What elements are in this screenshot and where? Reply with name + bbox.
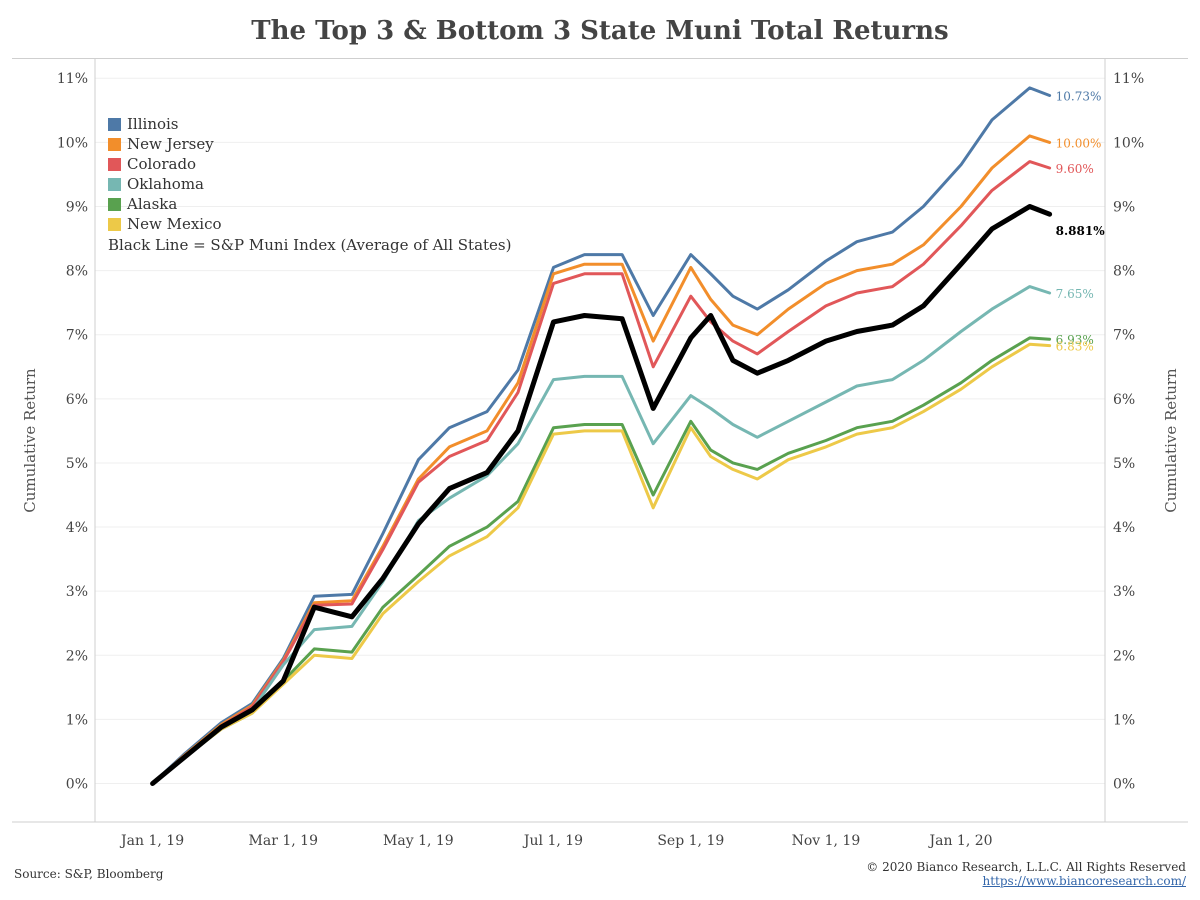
y-tick-label-right: 0% <box>1113 777 1135 793</box>
y-tick-label-right: 2% <box>1113 648 1135 664</box>
legend-note: Black Line = S&P Muni Index (Average of … <box>108 236 512 254</box>
chart-title: The Top 3 & Bottom 3 State Muni Total Re… <box>251 16 949 46</box>
y-tick-label-right: 6% <box>1113 392 1135 408</box>
y-tick-label-right: 1% <box>1113 712 1135 728</box>
y-tick-label-left: 1% <box>66 712 88 728</box>
y-tick-label-right: 8% <box>1113 264 1135 280</box>
y-tick-label-left: 11% <box>57 71 88 87</box>
legend-label: Oklahoma <box>127 175 204 193</box>
legend-item: Alaska <box>108 194 511 214</box>
series-end-label: 10.73% <box>1056 90 1102 104</box>
legend-swatch <box>108 177 121 191</box>
x-tick-label: Jan 1, 20 <box>927 833 992 849</box>
legend-item: Colorado <box>108 154 511 174</box>
end-label-layer: 10.73% 10.00% 9.60% 7.65% 6.93%6.83% 8.881% <box>1056 90 1106 354</box>
y-axis-title-left: Cumulative Return <box>21 368 39 513</box>
legend-swatch <box>108 117 121 131</box>
y-tick-label-left: 2% <box>66 648 88 664</box>
y-tick-label-right: 10% <box>1113 135 1144 151</box>
series-end-label: 6.83% <box>1056 340 1094 354</box>
y-tick-label-left: 5% <box>66 456 88 472</box>
legend-swatch <box>108 197 121 211</box>
series-line-illinois <box>151 86 1052 785</box>
legend-item: Illinois <box>108 114 511 134</box>
y-tick-label-right: 9% <box>1113 199 1135 215</box>
y-tick-label-left: 6% <box>66 392 88 408</box>
y-tick-label-left: 3% <box>66 584 88 600</box>
series-line-alaska <box>151 336 1052 785</box>
legend-item: New Jersey <box>108 134 511 154</box>
y-tick-label-left: 9% <box>66 199 88 215</box>
legend-label: Illinois <box>127 115 179 133</box>
series-line-oklahoma <box>151 285 1052 785</box>
y-tick-label-right: 4% <box>1113 520 1135 536</box>
y-tick-label-left: 0% <box>66 777 88 793</box>
legend-label: New Mexico <box>127 215 222 233</box>
x-tick-label: Jan 1, 19 <box>119 833 184 849</box>
series-end-label: 8.881% <box>1056 224 1106 238</box>
x-tick-label: May 1, 19 <box>383 833 454 849</box>
website-link[interactable]: https://www.biancoresearch.com/ <box>982 874 1186 888</box>
y-tick-label-left: 10% <box>57 135 88 151</box>
series-layer <box>150 86 1053 786</box>
x-tick-label: Nov 1, 19 <box>792 833 861 849</box>
series-end-label: 7.65% <box>1056 287 1094 301</box>
y-tick-label-left: 4% <box>66 520 88 536</box>
series-end-label: 6.93% <box>1056 333 1094 347</box>
x-tick-label: Jul 1, 19 <box>522 833 583 849</box>
legend-item: Oklahoma <box>108 174 511 194</box>
y-tick-label-left: 8% <box>66 264 88 280</box>
x-tick-label: Mar 1, 19 <box>249 833 318 849</box>
copyright-text: © 2020 Bianco Research, L.L.C. All Right… <box>866 860 1186 874</box>
y-tick-label-right: 5% <box>1113 456 1135 472</box>
y-tick-label-right: 11% <box>1113 71 1144 87</box>
y-tick-label-left: 7% <box>66 328 88 344</box>
x-tick-label: Sep 1, 19 <box>657 833 724 849</box>
axis-layer: 0% 0% 1% 1% 2% 2% 3% 3% 4% 4% 5% 5% 6% 6% 7% 7% 8% 8% 9% 9%… <box>12 59 1188 849</box>
legend-swatch <box>108 157 121 171</box>
series-line-s-p-muni-index <box>150 204 1053 786</box>
legend-item: New Mexico <box>108 214 511 234</box>
y-axis-title-right: Cumulative Return <box>1162 368 1180 513</box>
legend-label: New Jersey <box>127 135 214 153</box>
series-line-new-mexico <box>151 342 1052 785</box>
source-note: Source: S&P, Bloomberg <box>14 867 164 881</box>
y-tick-label-right: 7% <box>1113 328 1135 344</box>
legend: Illinois New Jersey Colorado Oklahoma Al… <box>108 114 511 254</box>
legend-label: Colorado <box>127 155 197 173</box>
legend-swatch <box>108 217 121 231</box>
series-line-colorado <box>151 160 1052 785</box>
copyright-block: © 2020 Bianco Research, L.L.C. All Right… <box>866 860 1186 888</box>
y-tick-label-right: 3% <box>1113 584 1135 600</box>
legend-label: Alaska <box>127 195 178 213</box>
title-divider <box>12 58 1188 59</box>
legend-swatch <box>108 137 121 151</box>
series-end-label: 9.60% <box>1056 162 1094 176</box>
series-end-label: 10.00% <box>1056 136 1102 150</box>
